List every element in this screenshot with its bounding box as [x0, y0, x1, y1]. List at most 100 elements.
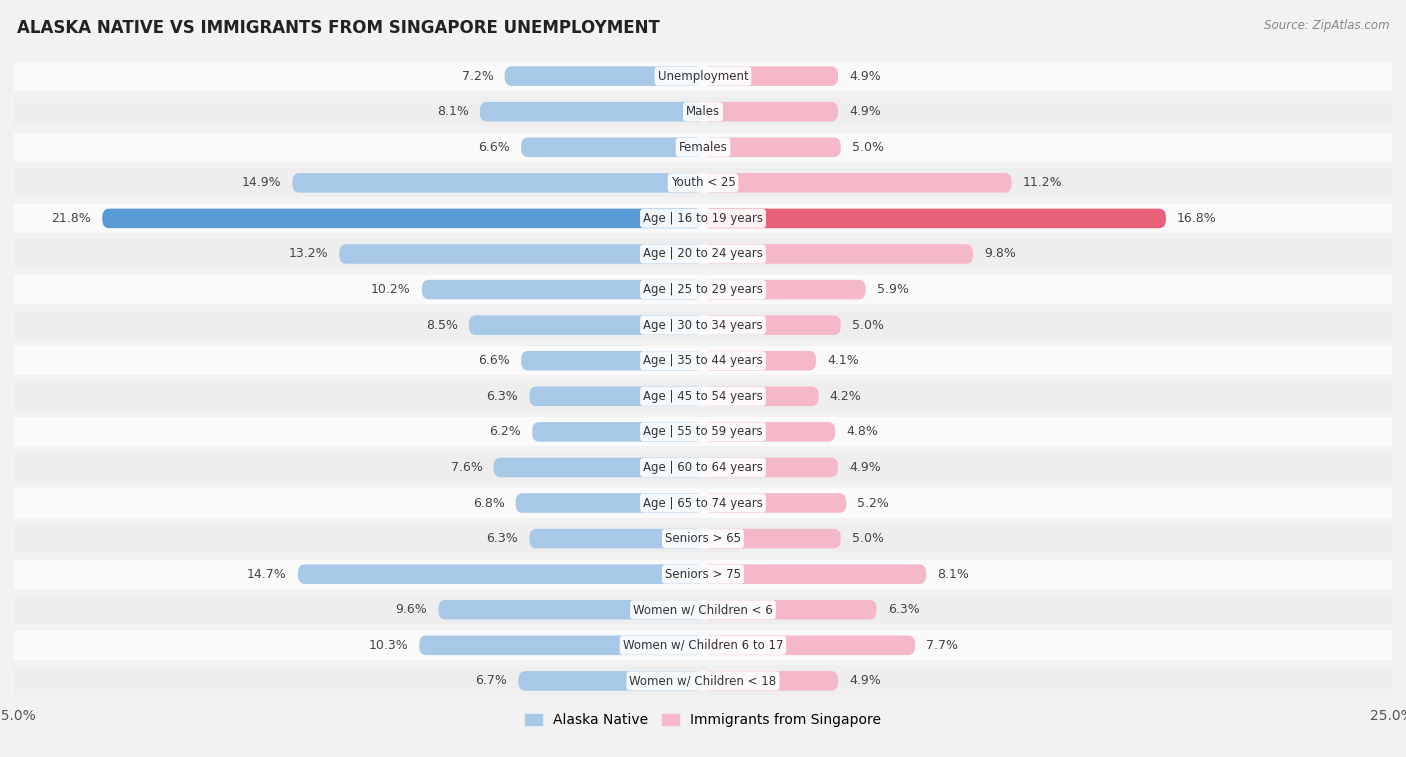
- FancyBboxPatch shape: [494, 458, 703, 477]
- Text: 9.6%: 9.6%: [395, 603, 427, 616]
- Bar: [14, 417, 1392, 447]
- FancyBboxPatch shape: [468, 316, 703, 335]
- Text: 13.2%: 13.2%: [288, 248, 328, 260]
- Text: Women w/ Children 6 to 17: Women w/ Children 6 to 17: [623, 639, 783, 652]
- Text: 5.0%: 5.0%: [852, 141, 884, 154]
- Text: Age | 45 to 54 years: Age | 45 to 54 years: [643, 390, 763, 403]
- Text: 10.2%: 10.2%: [371, 283, 411, 296]
- FancyBboxPatch shape: [703, 494, 846, 512]
- Text: Women w/ Children < 18: Women w/ Children < 18: [630, 674, 776, 687]
- Text: Age | 25 to 29 years: Age | 25 to 29 years: [643, 283, 763, 296]
- FancyBboxPatch shape: [703, 458, 838, 477]
- FancyBboxPatch shape: [703, 67, 838, 86]
- Text: Seniors > 65: Seniors > 65: [665, 532, 741, 545]
- Text: 4.9%: 4.9%: [849, 674, 880, 687]
- FancyBboxPatch shape: [703, 529, 841, 548]
- FancyBboxPatch shape: [703, 671, 838, 690]
- Bar: [14, 453, 1392, 482]
- FancyBboxPatch shape: [419, 636, 703, 655]
- Bar: [14, 239, 1392, 269]
- Text: 5.2%: 5.2%: [858, 497, 889, 509]
- FancyBboxPatch shape: [703, 422, 835, 441]
- FancyBboxPatch shape: [339, 245, 703, 263]
- Text: 4.9%: 4.9%: [849, 105, 880, 118]
- Bar: [14, 275, 1392, 304]
- Text: 16.8%: 16.8%: [1177, 212, 1216, 225]
- Text: 7.7%: 7.7%: [927, 639, 959, 652]
- FancyBboxPatch shape: [522, 351, 703, 370]
- Text: Age | 16 to 19 years: Age | 16 to 19 years: [643, 212, 763, 225]
- FancyBboxPatch shape: [703, 280, 866, 299]
- Text: 9.8%: 9.8%: [984, 248, 1017, 260]
- Text: 5.0%: 5.0%: [852, 532, 884, 545]
- FancyBboxPatch shape: [298, 565, 703, 584]
- Text: 21.8%: 21.8%: [52, 212, 91, 225]
- FancyBboxPatch shape: [703, 387, 818, 406]
- FancyBboxPatch shape: [703, 600, 876, 619]
- Text: ALASKA NATIVE VS IMMIGRANTS FROM SINGAPORE UNEMPLOYMENT: ALASKA NATIVE VS IMMIGRANTS FROM SINGAPO…: [17, 19, 659, 37]
- Bar: [14, 204, 1392, 233]
- Bar: [14, 524, 1392, 553]
- Text: Unemployment: Unemployment: [658, 70, 748, 83]
- Text: Seniors > 75: Seniors > 75: [665, 568, 741, 581]
- FancyBboxPatch shape: [439, 600, 703, 619]
- Text: 6.7%: 6.7%: [475, 674, 508, 687]
- Text: 14.7%: 14.7%: [247, 568, 287, 581]
- FancyBboxPatch shape: [103, 209, 703, 228]
- Text: Age | 30 to 34 years: Age | 30 to 34 years: [643, 319, 763, 332]
- Bar: [14, 382, 1392, 411]
- Text: 6.3%: 6.3%: [887, 603, 920, 616]
- Text: 5.9%: 5.9%: [876, 283, 908, 296]
- Text: Women w/ Children < 6: Women w/ Children < 6: [633, 603, 773, 616]
- Text: Females: Females: [679, 141, 727, 154]
- Text: Age | 65 to 74 years: Age | 65 to 74 years: [643, 497, 763, 509]
- Text: Source: ZipAtlas.com: Source: ZipAtlas.com: [1264, 19, 1389, 32]
- FancyBboxPatch shape: [531, 422, 703, 441]
- Bar: [14, 631, 1392, 660]
- Text: 8.5%: 8.5%: [426, 319, 458, 332]
- Text: Age | 20 to 24 years: Age | 20 to 24 years: [643, 248, 763, 260]
- Bar: [14, 310, 1392, 340]
- Bar: [14, 168, 1392, 198]
- Text: Age | 35 to 44 years: Age | 35 to 44 years: [643, 354, 763, 367]
- Bar: [14, 666, 1392, 696]
- Text: Age | 55 to 59 years: Age | 55 to 59 years: [643, 425, 763, 438]
- Text: 6.8%: 6.8%: [472, 497, 505, 509]
- Bar: [14, 61, 1392, 91]
- Text: 4.9%: 4.9%: [849, 70, 880, 83]
- FancyBboxPatch shape: [530, 529, 703, 548]
- FancyBboxPatch shape: [703, 138, 841, 157]
- FancyBboxPatch shape: [703, 316, 841, 335]
- FancyBboxPatch shape: [530, 387, 703, 406]
- Text: 5.0%: 5.0%: [852, 319, 884, 332]
- Text: 6.3%: 6.3%: [486, 532, 519, 545]
- Text: 11.2%: 11.2%: [1022, 176, 1063, 189]
- FancyBboxPatch shape: [519, 671, 703, 690]
- Bar: [14, 132, 1392, 162]
- Text: 7.6%: 7.6%: [451, 461, 482, 474]
- Text: 4.1%: 4.1%: [827, 354, 859, 367]
- Text: 6.2%: 6.2%: [489, 425, 522, 438]
- FancyBboxPatch shape: [703, 351, 815, 370]
- Text: Youth < 25: Youth < 25: [671, 176, 735, 189]
- FancyBboxPatch shape: [505, 67, 703, 86]
- Text: 6.3%: 6.3%: [486, 390, 519, 403]
- FancyBboxPatch shape: [479, 102, 703, 121]
- Text: 6.6%: 6.6%: [478, 141, 510, 154]
- FancyBboxPatch shape: [522, 138, 703, 157]
- FancyBboxPatch shape: [422, 280, 703, 299]
- Text: Age | 60 to 64 years: Age | 60 to 64 years: [643, 461, 763, 474]
- Bar: [14, 97, 1392, 126]
- FancyBboxPatch shape: [703, 173, 1012, 192]
- FancyBboxPatch shape: [292, 173, 703, 192]
- Text: 4.9%: 4.9%: [849, 461, 880, 474]
- Text: 4.8%: 4.8%: [846, 425, 879, 438]
- FancyBboxPatch shape: [703, 636, 915, 655]
- FancyBboxPatch shape: [703, 565, 927, 584]
- Text: 6.6%: 6.6%: [478, 354, 510, 367]
- FancyBboxPatch shape: [516, 494, 703, 512]
- Bar: [14, 559, 1392, 589]
- Text: 4.2%: 4.2%: [830, 390, 862, 403]
- Text: 8.1%: 8.1%: [938, 568, 969, 581]
- Text: 7.2%: 7.2%: [461, 70, 494, 83]
